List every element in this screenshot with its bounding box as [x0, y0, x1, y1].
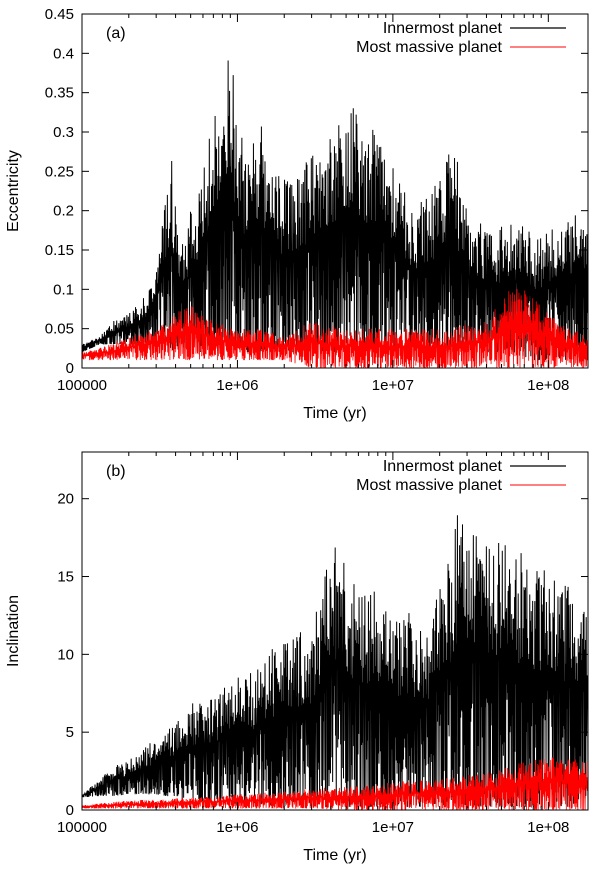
x-axis-label: Time (yr) [303, 405, 366, 422]
series-line-most-massive [81, 757, 589, 811]
y-tick-label: 0.45 [45, 6, 74, 23]
legend-label-innermost: Innermost planet [383, 20, 503, 37]
panel-a: 0 0.05 0.1 0.15 0.2 0.25 0.3 0.35 0.4 0.45 100000 1… [5, 6, 589, 422]
y-axis-label: Eccentricity [5, 150, 22, 232]
y-tick-label: 0.35 [45, 85, 74, 102]
panel-label: (a) [106, 25, 126, 42]
y-tick-label: 0.4 [53, 45, 74, 62]
y-tick-label: 15 [57, 569, 74, 586]
x-tick-label: 1e+06 [216, 377, 258, 394]
y-tick-label: 0 [66, 802, 74, 819]
plot-frame [81, 451, 589, 811]
y-tick-label: 0.15 [45, 242, 74, 259]
x-axis-label: Time (yr) [303, 847, 366, 864]
x-tick-label: 1e+07 [372, 377, 414, 394]
legend-label-innermost: Innermost planet [383, 458, 503, 475]
x-tick-label: 100000 [57, 377, 107, 394]
y-tick-label: 0.05 [45, 321, 74, 338]
y-tick-label: 5 [66, 724, 74, 741]
y-tick-label: 0.1 [53, 281, 74, 298]
y-tick-label: 0.25 [45, 163, 74, 180]
y-tick-label: 0.2 [53, 203, 74, 220]
x-tick-label: 1e+07 [372, 819, 414, 836]
y-tick-label: 0.3 [53, 124, 74, 141]
x-tick-label: 1e+08 [527, 377, 569, 394]
panel-label: (b) [106, 463, 126, 480]
y-tick-label: 0 [66, 360, 74, 377]
legend-label-most-massive: Most massive planet [356, 39, 502, 56]
y-tick-label: 20 [57, 491, 74, 508]
plot-frame [81, 13, 589, 369]
legend-label-most-massive: Most massive planet [356, 477, 502, 494]
series-line-innermost [81, 60, 589, 361]
x-tick-label: 100000 [57, 819, 107, 836]
x-tick-label: 1e+08 [527, 819, 569, 836]
series-line-innermost [81, 515, 589, 807]
panel-b: 0 5 10 15 20 100000 1e+06 1e+07 1e+08 Time (yr) In… [5, 451, 589, 864]
y-tick-label: 10 [57, 646, 74, 663]
x-tick-label: 1e+06 [216, 819, 258, 836]
series-line-most-massive [81, 289, 589, 369]
y-axis-label: Inclination [5, 595, 22, 667]
